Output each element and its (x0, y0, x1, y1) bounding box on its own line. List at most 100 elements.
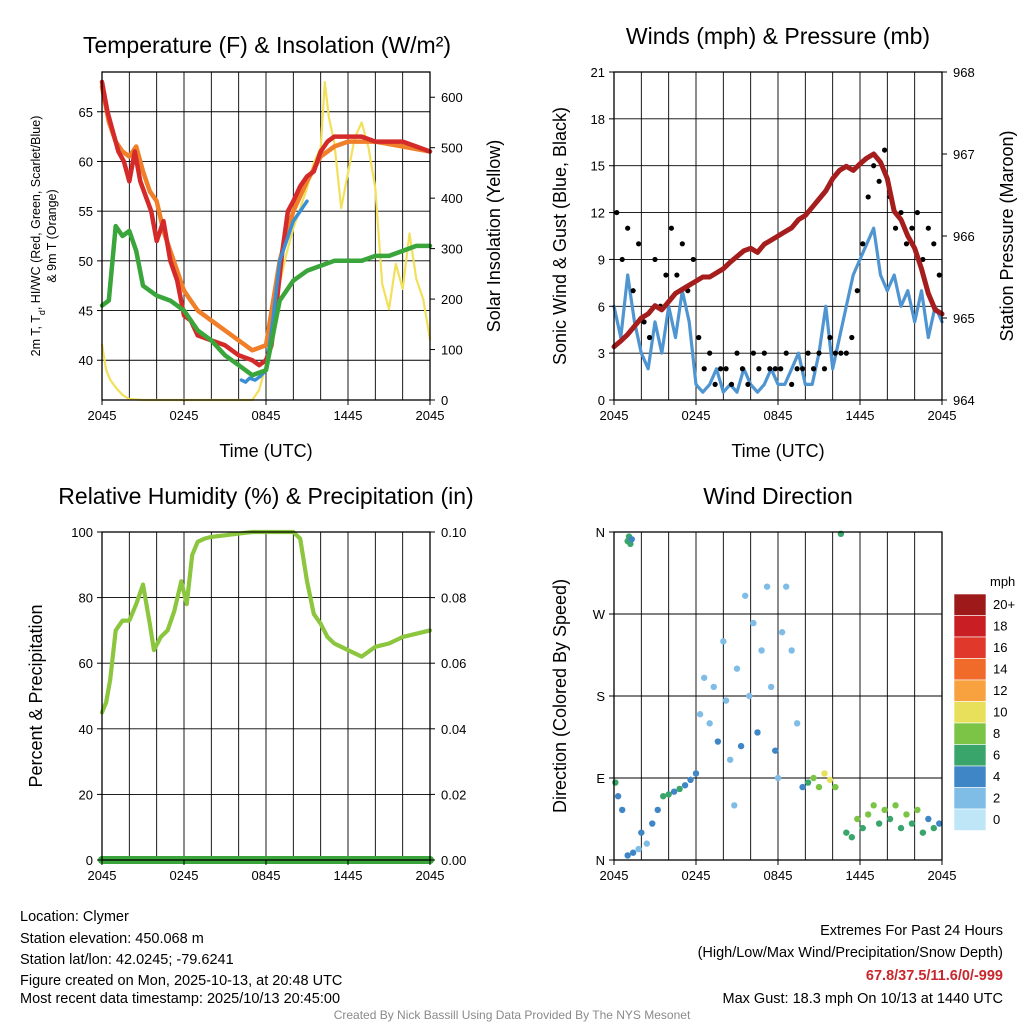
gust-point (701, 366, 707, 372)
gust-point (652, 256, 658, 263)
gust-point (761, 350, 767, 356)
gust-point (696, 334, 702, 341)
station-info: Location: Clymer Station elevation: 450.… (20, 909, 342, 1007)
direction-point (722, 697, 730, 704)
direction-point (925, 815, 932, 823)
direction-point (810, 774, 817, 782)
gust-point (810, 366, 817, 372)
y-tick-label: 15 (591, 159, 605, 174)
humidity-ylabel-left: Percent & Precipitation (26, 604, 46, 787)
temperature-ticks: 2045 0245 0845 1445 2045 40 45 50 55 60 65 0 100 200 3… (79, 90, 463, 423)
gust-point (849, 334, 855, 341)
temperature-ylabel-left-line1: 2m T, Td, HI/WC (Red, Green, Scarlet/Blu… (29, 116, 47, 357)
sonic-wind-line (612, 226, 944, 394)
direction-point (670, 788, 678, 795)
gust-point (909, 225, 915, 231)
gust-point (734, 350, 740, 356)
temperature-title: Temperature (F) & Insolation (W/m²) (83, 32, 451, 58)
direction-point (930, 824, 937, 832)
legend-swatch (953, 765, 987, 788)
y-tick-label: 18 (591, 112, 605, 127)
gust-point (778, 366, 784, 372)
credit-line: Created By Nick Bassill Using Data Provi… (334, 1008, 691, 1022)
gust-point (816, 350, 822, 356)
y-tick-label: 100 (71, 525, 93, 540)
direction-point (726, 756, 734, 763)
gust-point (827, 334, 833, 341)
direction-point (919, 829, 927, 836)
y2-tick-label: 0.10 (441, 525, 466, 540)
winds-series (611, 147, 945, 394)
gust-point (838, 350, 844, 356)
direction-point (624, 852, 631, 859)
speed-legend: 20+ 18 16 14 12 10 8 6 4 2 0 (953, 593, 1015, 831)
temperature-ylabel-right: Solar Insolation (Yellow) (484, 140, 504, 332)
gust-point (772, 366, 778, 372)
direction-point (654, 806, 661, 814)
gust-point (914, 209, 921, 216)
gust-point (903, 241, 910, 247)
x-tick-label: 1445 (334, 408, 363, 423)
temperature-panel: Temperature (F) & Insolation (W/m²) 2045… (29, 32, 504, 461)
y2-tick-label: 0.04 (441, 722, 466, 737)
gust-point (641, 319, 647, 325)
direction-point (908, 820, 916, 827)
direction-point (692, 770, 700, 777)
info-location: Location: Clymer (20, 909, 129, 925)
gust-point (679, 241, 685, 247)
gust-point (843, 350, 849, 356)
y-tick-label: N (596, 853, 605, 868)
temperature-series (99, 79, 433, 402)
direction-point (676, 785, 683, 793)
temperature-ylabel-left-line2: & 9m T (Orange) (45, 189, 59, 282)
legend-label: 18 (993, 619, 1007, 634)
x-tick-label: 2045 (416, 868, 445, 883)
legend-label: 16 (993, 640, 1007, 655)
direction-point (778, 629, 786, 636)
x-tick-label: 2045 (600, 408, 629, 423)
direction-point (859, 824, 866, 832)
y-tick-label: 3 (598, 346, 605, 361)
y2-tick-label: 600 (441, 90, 463, 105)
winds-xlabel: Time (UTC) (731, 441, 824, 461)
direction-point (638, 829, 645, 836)
legend-label: 20+ (993, 597, 1015, 612)
x-tick-label: 1445 (846, 868, 875, 883)
extremes-info: Extremes For Past 24 Hours (High/Low/Max… (698, 923, 1003, 1007)
temperature-grid (102, 72, 430, 400)
y2-tick-label: 400 (441, 191, 463, 206)
direction-point (629, 849, 637, 856)
gust-point (739, 366, 746, 372)
y-tick-label: 50 (79, 254, 93, 269)
gust-point (646, 334, 653, 341)
legend-swatch (953, 593, 987, 616)
y2-tick-label: 0 (441, 393, 448, 408)
y2-tick-label: 500 (441, 141, 463, 156)
gust-point (712, 381, 718, 387)
x-tick-label: 0245 (170, 408, 199, 423)
info-created: Figure created on Mon, 2025-10-13, at 20… (20, 973, 342, 989)
direction-point (826, 776, 834, 784)
direction-point (767, 683, 775, 691)
gust-point (723, 366, 729, 372)
x-tick-label: 0845 (764, 408, 793, 423)
legend-label: 10 (993, 705, 1007, 720)
y-tick-label: 0 (598, 393, 605, 408)
x-tick-label: 2045 (416, 408, 445, 423)
direction-ylabel-left: Direction (Colored By Speed) (550, 579, 570, 813)
direction-point (854, 815, 861, 823)
gust-point (625, 225, 631, 231)
x-tick-label: 0845 (252, 408, 281, 423)
direction-point (897, 824, 905, 832)
y-tick-label: 60 (79, 656, 93, 671)
x-tick-label: 0845 (764, 868, 793, 883)
y-tick-label: 60 (79, 154, 93, 169)
direction-point (628, 536, 635, 543)
humidity-panel: Relative Humidity (%) & Precipitation (i… (26, 483, 474, 883)
y-tick-label: 9 (598, 252, 605, 267)
dewpoint-line (99, 223, 433, 378)
direction-point (742, 592, 749, 599)
x-tick-label: 2045 (88, 408, 117, 423)
direction-title: Wind Direction (703, 483, 853, 509)
